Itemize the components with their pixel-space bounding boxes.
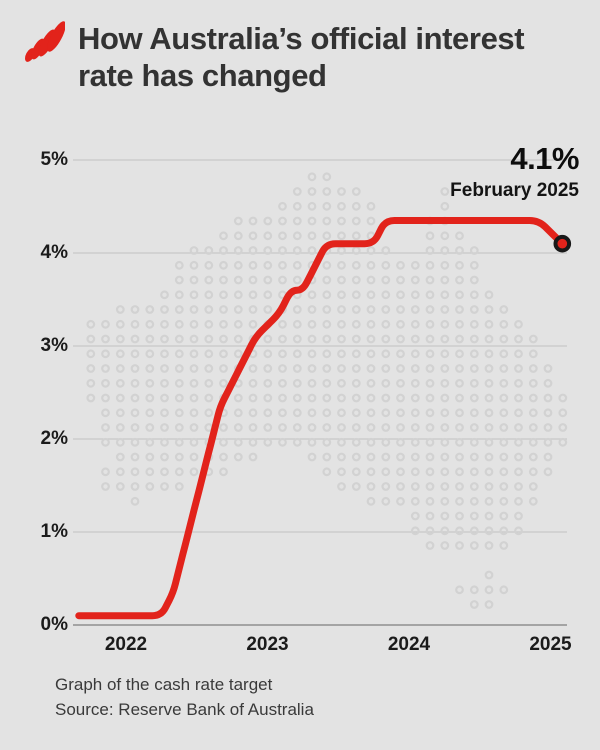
latest-rate-date: February 2025	[450, 180, 579, 201]
sbs-logo-icon	[25, 21, 65, 62]
chart-caption: Graph of the cash rate target	[55, 675, 273, 694]
x-axis-label: 2023	[246, 634, 289, 655]
x-axis-label: 2024	[387, 634, 431, 655]
y-axis-label: 5%	[40, 149, 68, 170]
chart-title: How Australia’s official interest rate h…	[78, 21, 525, 94]
chart-source: Source: Reserve Bank of Australia	[55, 699, 314, 719]
cash-rate-line	[75, 217, 566, 620]
x-axis-label: 2022	[104, 634, 148, 655]
latest-rate-value: 4.1%	[510, 141, 579, 176]
australia-dot-map	[86, 172, 568, 609]
end-point-marker	[553, 234, 572, 253]
y-axis-label: 3%	[40, 335, 68, 356]
chart-footer: Graph of the cash rate target Source: Re…	[55, 673, 314, 722]
x-axis-label: 2025	[529, 634, 572, 655]
y-axis-label: 4%	[40, 242, 68, 263]
y-axis-label: 2%	[40, 428, 68, 449]
y-axis-label: 0%	[40, 614, 68, 635]
latest-value-annotation: 4.1% February 2025	[450, 141, 579, 202]
y-axis-label: 1%	[40, 521, 68, 542]
